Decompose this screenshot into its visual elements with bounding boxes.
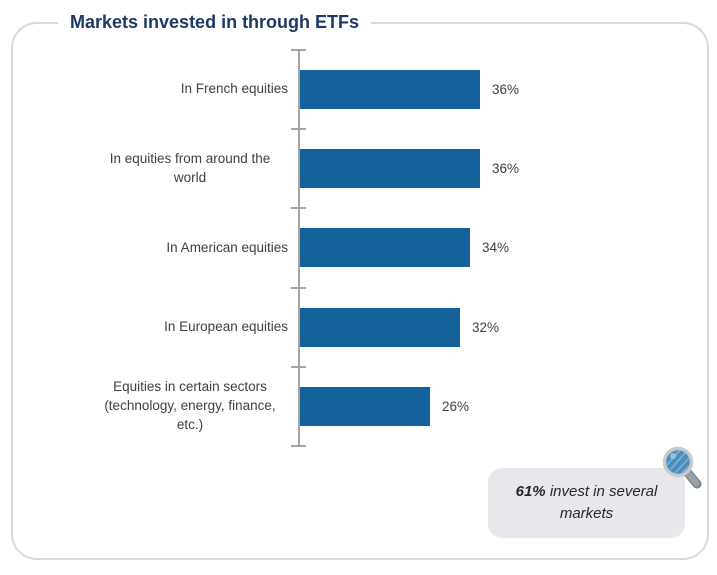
bar xyxy=(300,307,460,347)
chart-title: Markets invested in through ETFs xyxy=(58,9,372,36)
insight-callout: 61% invest in several markets xyxy=(488,468,685,538)
callout-highlight: 61% xyxy=(515,483,546,501)
chart-rows: In French equities 36% In equities from ar… xyxy=(0,50,717,446)
category-label: In American equities xyxy=(166,239,288,255)
axis-tick xyxy=(291,445,306,447)
chart-row: Equities in certain sectors (technology,… xyxy=(0,367,717,446)
category-label-wrap: Equities in certain sectors (technology,… xyxy=(0,367,288,446)
insight-callout-text: 61% invest in several markets xyxy=(502,481,671,525)
category-label-wrap: In French equities xyxy=(0,50,288,129)
category-label: In European equities xyxy=(164,318,288,334)
category-label: Equities in certain sectors (technology,… xyxy=(104,379,276,432)
callout-body: invest in several markets xyxy=(549,483,658,522)
chart-row: In American equities 34% xyxy=(0,208,717,287)
chart-row: In European equities 32% xyxy=(0,288,717,367)
bar xyxy=(300,70,480,109)
category-label-wrap: In equities from around the world xyxy=(0,129,288,208)
value-label: 26% xyxy=(442,398,470,414)
value-label: 32% xyxy=(472,319,500,335)
bar xyxy=(300,386,430,426)
bar xyxy=(300,228,470,268)
category-label: In equities from around the world xyxy=(109,150,271,185)
value-label: 34% xyxy=(482,240,510,256)
chart-row: In equities from around the world 36% xyxy=(0,129,717,208)
category-label-wrap: In European equities xyxy=(0,288,288,367)
magnifier-icon xyxy=(662,446,702,489)
chart-row: In French equities 36% xyxy=(0,50,717,129)
bar-chart: In French equities 36% In equities from ar… xyxy=(0,49,717,447)
bar xyxy=(300,149,480,189)
category-label: In French equities xyxy=(180,81,288,97)
axis-tick xyxy=(291,128,306,131)
value-label: 36% xyxy=(492,82,520,98)
axis-tick xyxy=(291,207,306,210)
value-label: 36% xyxy=(492,161,520,177)
axis-tick xyxy=(291,49,306,51)
axis-tick xyxy=(291,286,306,289)
axis-tick xyxy=(291,365,306,368)
category-axis xyxy=(298,50,300,446)
category-label-wrap: In American equities xyxy=(0,208,288,287)
